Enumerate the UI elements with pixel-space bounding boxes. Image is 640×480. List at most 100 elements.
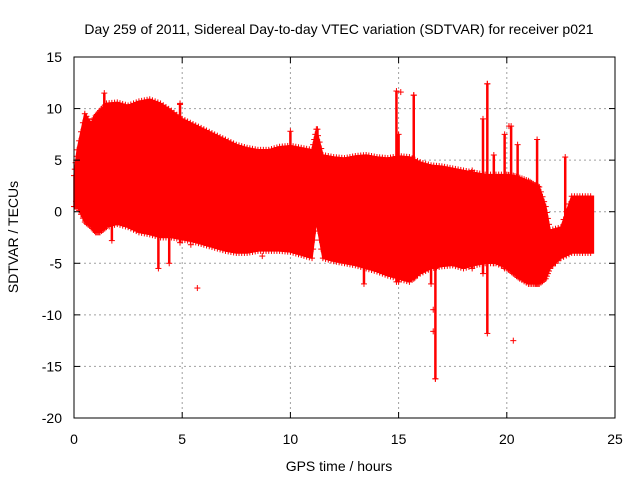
edge-marker <box>114 221 121 228</box>
data-point <box>410 92 417 99</box>
y-tick-label: 10 <box>46 101 62 117</box>
edge-marker <box>403 278 410 285</box>
x-tick-label: 5 <box>178 431 186 447</box>
edge-marker <box>211 131 218 138</box>
edge-marker <box>190 238 197 245</box>
edge-marker <box>452 165 459 172</box>
edge-marker <box>542 275 549 282</box>
edge-marker <box>154 99 161 106</box>
edge-marker <box>368 153 375 160</box>
edge-marker <box>252 146 259 153</box>
data-point <box>430 328 437 335</box>
edge-marker <box>203 127 210 134</box>
edge-marker <box>542 203 549 210</box>
edge-marker <box>246 249 253 256</box>
y-tick-label: 0 <box>54 204 62 220</box>
edge-marker <box>363 151 370 158</box>
edge-marker <box>539 193 546 200</box>
edge-marker <box>379 270 386 277</box>
spike-marker <box>166 141 173 148</box>
edge-marker <box>557 255 564 262</box>
edge-marker <box>318 246 325 253</box>
edge-marker <box>214 132 221 139</box>
spike-marker <box>90 224 97 231</box>
edge-marker <box>338 259 345 266</box>
edge-marker <box>181 117 188 124</box>
edge-marker <box>249 145 256 152</box>
data-point <box>430 306 437 313</box>
edge-marker <box>252 248 259 255</box>
edge-marker <box>195 123 202 130</box>
edge-marker <box>146 96 153 103</box>
spike-marker <box>90 115 97 122</box>
edge-marker <box>449 165 456 172</box>
edge-marker <box>171 235 178 242</box>
edge-marker <box>387 273 394 280</box>
edge-marker <box>419 269 426 276</box>
y-tick-label: 5 <box>54 152 62 168</box>
edge-marker <box>135 229 142 236</box>
edge-marker <box>265 146 272 153</box>
edge-marker <box>198 240 205 247</box>
edge-marker <box>384 272 391 279</box>
x-tick-label: 25 <box>607 431 623 447</box>
edge-marker <box>192 122 199 129</box>
edge-marker <box>206 128 213 135</box>
edge-marker <box>384 155 391 162</box>
edge-marker <box>127 101 134 108</box>
edge-marker <box>187 238 194 245</box>
edge-marker <box>116 221 123 228</box>
edge-marker <box>474 261 481 268</box>
edge-marker <box>349 261 356 268</box>
edge-marker <box>195 240 202 247</box>
edge-marker <box>214 245 221 252</box>
spike-marker <box>287 128 294 135</box>
edge-marker <box>547 227 554 234</box>
edge-marker <box>125 224 132 231</box>
edge-marker <box>549 226 556 233</box>
edge-marker <box>79 119 86 126</box>
x-tick-label: 20 <box>499 431 515 447</box>
data-point <box>194 285 201 292</box>
edge-marker <box>544 215 551 222</box>
edge-marker <box>74 146 81 153</box>
edge-marker <box>211 244 218 251</box>
edge-marker <box>130 100 137 107</box>
x-tick-label: 10 <box>283 431 299 447</box>
spike-marker <box>101 219 108 226</box>
edge-marker <box>557 224 564 231</box>
edge-marker <box>184 237 191 244</box>
edge-marker <box>225 137 232 144</box>
edge-marker <box>78 211 85 218</box>
edge-marker <box>217 133 224 140</box>
edge-marker <box>149 97 156 104</box>
edge-marker <box>233 141 240 148</box>
edge-marker <box>346 154 353 161</box>
spike-marker <box>108 141 115 148</box>
edge-marker <box>441 163 448 170</box>
edge-marker <box>555 224 562 231</box>
edge-marker <box>344 260 351 267</box>
edge-marker <box>219 247 226 254</box>
edge-marker <box>387 154 394 161</box>
edge-marker <box>349 153 356 160</box>
edge-marker <box>438 163 445 170</box>
edge-marker <box>116 100 123 107</box>
edge-marker <box>206 243 213 250</box>
edge-marker <box>544 270 551 277</box>
edge-marker <box>446 164 453 171</box>
edge-marker <box>543 209 550 216</box>
edge-marker <box>373 268 380 275</box>
edge-marker <box>208 244 215 251</box>
edge-marker <box>587 193 594 200</box>
edge-marker <box>566 200 573 207</box>
edge-marker <box>227 139 234 146</box>
edge-marker <box>249 248 256 255</box>
spike-marker <box>514 141 521 148</box>
edge-marker <box>222 247 229 254</box>
edge-marker <box>422 268 429 275</box>
edge-marker <box>344 154 351 161</box>
data-series <box>71 80 595 382</box>
edge-marker <box>244 144 251 151</box>
spike-marker <box>360 157 367 164</box>
